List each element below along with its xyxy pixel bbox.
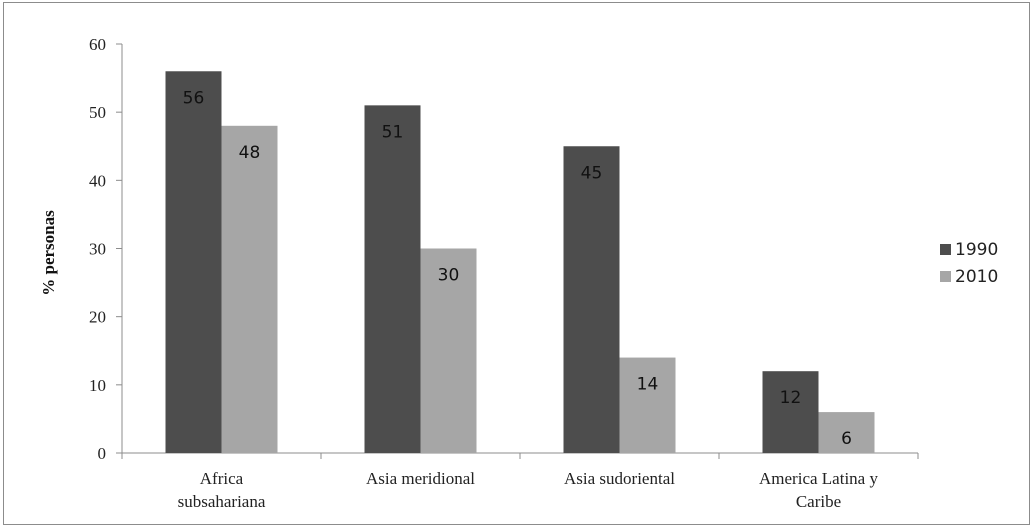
data-label-1990: 51 bbox=[382, 122, 404, 142]
category-labels: Africa subsahariana Asia meridional Asia su… bbox=[178, 469, 879, 511]
data-label-1990: 12 bbox=[780, 388, 802, 408]
data-label-2010: 14 bbox=[637, 375, 659, 395]
bar-2010 bbox=[619, 357, 676, 453]
y-tick-label: 0 bbox=[98, 444, 107, 463]
data-label-2010: 48 bbox=[239, 143, 261, 163]
category-label: Asia sudoriental bbox=[564, 469, 675, 488]
legend-label-2010: 2010 bbox=[955, 267, 998, 287]
data-labels: 56 48 51 30 45 14 12 6 bbox=[183, 88, 852, 449]
bar-1990 bbox=[165, 71, 222, 454]
category-label: America Latina y bbox=[759, 469, 878, 488]
legend-swatch-2010 bbox=[940, 271, 951, 282]
data-label-1990: 56 bbox=[183, 88, 205, 108]
legend-label-1990: 1990 bbox=[955, 240, 998, 260]
y-tick-label: 10 bbox=[89, 376, 106, 395]
bar-chart: 0 10 20 30 40 50 60 56 48 51 30 45 14 12 6 Africa subs… bbox=[39, 35, 998, 511]
legend-swatch-1990 bbox=[940, 244, 951, 255]
y-tick-label: 60 bbox=[89, 35, 106, 54]
data-label-2010: 6 bbox=[841, 429, 852, 449]
bar-1990 bbox=[364, 105, 421, 453]
data-label-2010: 30 bbox=[438, 266, 460, 286]
y-axis: 0 10 20 30 40 50 60 bbox=[89, 35, 123, 463]
bar-1990 bbox=[563, 146, 620, 453]
chart-frame: 0 10 20 30 40 50 60 56 48 51 30 45 14 12 6 Africa subs… bbox=[3, 2, 1030, 525]
bar-1990 bbox=[762, 371, 819, 453]
bar-2010 bbox=[420, 248, 477, 453]
bars bbox=[165, 71, 875, 454]
y-axis-label: % personas bbox=[39, 210, 58, 296]
y-tick-label: 50 bbox=[89, 103, 106, 122]
y-tick-label: 30 bbox=[89, 240, 106, 259]
data-label-1990: 45 bbox=[581, 163, 603, 183]
category-label: Asia meridional bbox=[366, 469, 475, 488]
legend: 1990 2010 bbox=[940, 240, 998, 287]
category-label: Caribe bbox=[796, 492, 841, 511]
x-axis bbox=[121, 452, 919, 459]
bar-2010 bbox=[818, 412, 875, 453]
category-label: subsahariana bbox=[178, 492, 266, 511]
y-tick-label: 40 bbox=[89, 171, 106, 190]
y-tick-label: 20 bbox=[89, 308, 106, 327]
category-label: Africa bbox=[200, 469, 244, 488]
bar-2010 bbox=[221, 125, 278, 454]
